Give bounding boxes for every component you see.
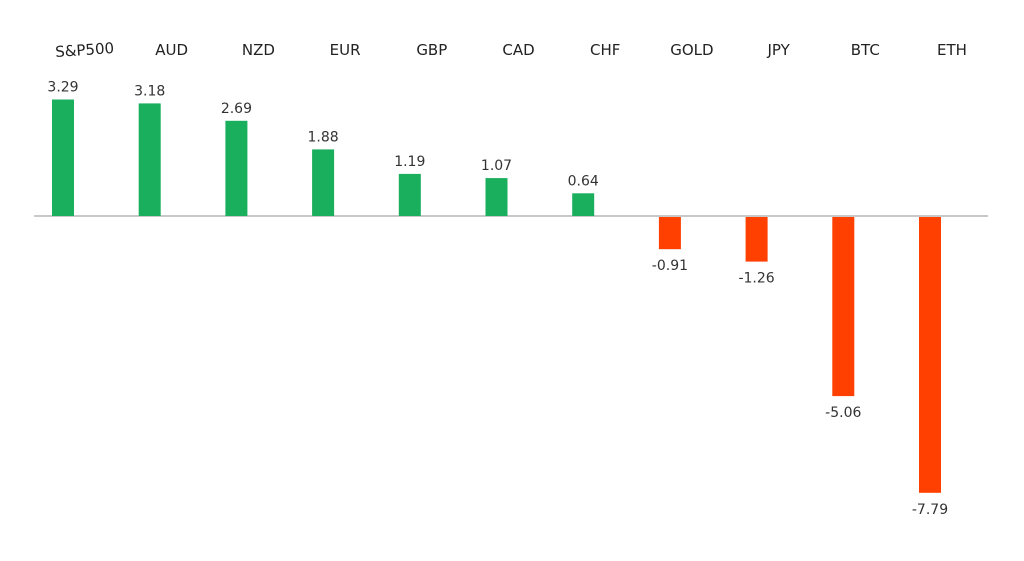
bar-eth bbox=[919, 217, 941, 493]
value-label-aud: 3.18 bbox=[134, 83, 165, 99]
value-label-gold: -0.91 bbox=[652, 258, 688, 274]
bar-jpy bbox=[745, 217, 768, 262]
bar-gold bbox=[658, 217, 681, 250]
bar-gbp bbox=[398, 173, 421, 216]
bar-eur bbox=[312, 149, 335, 216]
category-label-gold: GOLD bbox=[670, 41, 713, 59]
category-label-gbp: GBP bbox=[416, 41, 447, 59]
category-labels-group: S&P500 AUD NZD EUR GBP CAD CHF GOLD JPY BTC ETH bbox=[55, 39, 967, 61]
category-label-chf: CHF bbox=[590, 41, 620, 59]
value-label-eth: -7.79 bbox=[912, 502, 948, 518]
category-label-eur: EUR bbox=[330, 41, 361, 59]
category-label-btc: BTC bbox=[851, 41, 880, 59]
value-label-gbp: 1.19 bbox=[394, 154, 425, 170]
category-label-aud: AUD bbox=[155, 41, 188, 59]
value-label-sp500: 3.29 bbox=[47, 80, 78, 96]
value-label-nzd: 2.69 bbox=[221, 101, 252, 117]
value-label-btc: -5.06 bbox=[825, 405, 861, 421]
value-labels-group: 3.29 3.18 2.69 1.88 1.19 1.07 0.64 -0.91 -1.26 -5… bbox=[47, 80, 948, 518]
category-label-cad: CAD bbox=[502, 41, 534, 59]
value-label-cad: 1.07 bbox=[481, 158, 512, 174]
category-label-eth: ETH bbox=[937, 41, 967, 59]
category-label-jpy: JPY bbox=[766, 41, 790, 59]
bars-group bbox=[52, 99, 941, 493]
category-label-sp500: S&P500 bbox=[55, 39, 115, 61]
category-label-nzd: NZD bbox=[242, 41, 275, 59]
value-label-eur: 1.88 bbox=[308, 129, 339, 145]
bar-btc bbox=[832, 217, 855, 397]
value-label-jpy: -1.26 bbox=[738, 271, 774, 287]
bar-nzd bbox=[225, 120, 248, 216]
value-label-chf: 0.64 bbox=[568, 173, 599, 189]
bar-cad bbox=[485, 178, 508, 216]
bar-aud bbox=[138, 103, 161, 216]
bar-sp500 bbox=[52, 99, 74, 216]
bar-chf bbox=[572, 193, 595, 216]
